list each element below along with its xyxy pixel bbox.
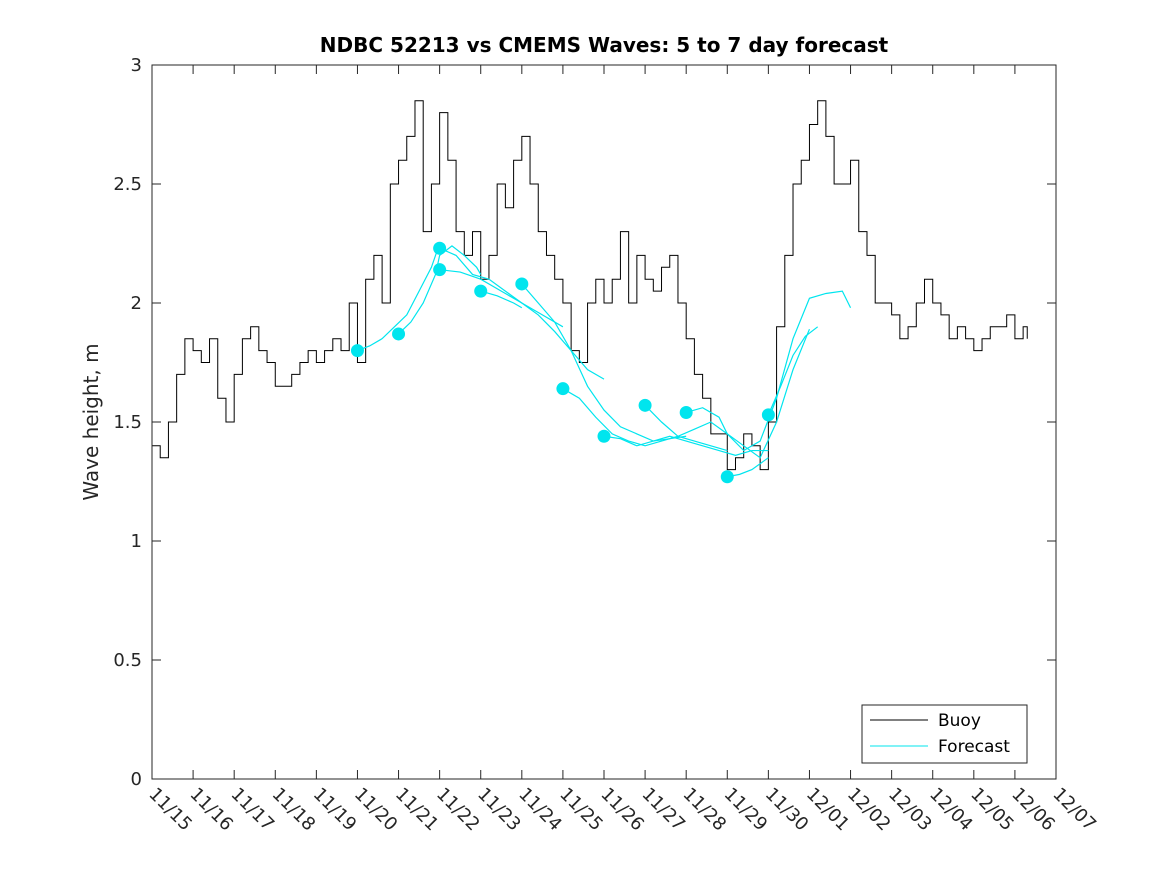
- y-tick-label: 1: [131, 531, 142, 552]
- x-tick-label: 11/27: [638, 784, 690, 836]
- x-tick-label: 11/24: [514, 784, 566, 836]
- y-tick-label: 1.5: [113, 412, 142, 433]
- x-tick-label: 11/22: [432, 784, 484, 836]
- x-tick-label: 12/02: [843, 784, 895, 836]
- y-tick-label: 0.5: [113, 650, 142, 671]
- chart-title: NDBC 52213 vs CMEMS Waves: 5 to 7 day fo…: [320, 33, 889, 57]
- legend-box: [861, 704, 1028, 764]
- forecast-run-line: [603, 435, 769, 456]
- forecast-start-marker: [350, 344, 364, 358]
- x-tick-label: 12/01: [802, 784, 854, 836]
- forecast-run-line: [480, 290, 523, 309]
- y-tick-labels: 0 0.5 1 1.5 2 2.5 3: [113, 55, 142, 790]
- x-tick-label: 11/19: [309, 784, 361, 836]
- forecast-start-marker: [433, 241, 447, 255]
- x-tick-label: 12/04: [925, 784, 977, 836]
- forecast-start-marker: [474, 284, 488, 298]
- forecast-start-marker: [761, 408, 775, 422]
- x-tick-label: 12/03: [884, 784, 936, 836]
- x-tick-label: 11/20: [350, 784, 402, 836]
- legend: Buoy Forecast: [861, 704, 1028, 764]
- x-tick-label: 12/07: [1048, 784, 1100, 836]
- forecast-run-line: [357, 243, 441, 352]
- forecast-run-line: [562, 388, 728, 452]
- x-tick-labels: 11/1511/1611/1711/1811/1911/2011/2111/22…: [144, 784, 1100, 836]
- y-tick-label: 0: [131, 769, 142, 790]
- forecast-start-marker: [679, 405, 693, 419]
- y-tick-label: 3: [131, 55, 142, 76]
- legend-forecast-label: Forecast: [938, 737, 1010, 757]
- y-axis-label: Wave height, m: [79, 343, 103, 500]
- x-tick-label: 12/06: [1007, 784, 1059, 836]
- forecast-run-line: [521, 283, 687, 442]
- forecast-run-line: [398, 245, 482, 335]
- series-layer: [152, 100, 1028, 484]
- forecast-start-marker: [433, 263, 447, 277]
- x-tick-label: 11/15: [144, 784, 196, 836]
- forecast-start-marker: [392, 327, 406, 341]
- x-tick-label: 12/05: [966, 784, 1018, 836]
- buoy-series-line: [152, 100, 1028, 471]
- y-tick-label: 2: [131, 293, 142, 314]
- legend-buoy-label: Buoy: [938, 711, 981, 731]
- x-tick-label: 11/23: [473, 784, 525, 836]
- x-tick-label: 11/18: [268, 784, 320, 836]
- forecast-start-marker: [638, 398, 652, 412]
- x-tick-label: 11/16: [186, 784, 238, 836]
- forecast-start-marker: [597, 429, 611, 443]
- forecast-start-marker: [556, 382, 570, 396]
- forecast-run-line: [439, 269, 564, 328]
- x-tick-label: 11/29: [720, 784, 772, 836]
- x-tick-label: 11/21: [391, 784, 443, 836]
- x-tick-label: 11/26: [596, 784, 648, 836]
- forecast-start-marker: [515, 277, 529, 291]
- x-tick-label: 11/28: [679, 784, 731, 836]
- x-tick-label: 11/30: [761, 784, 813, 836]
- x-tick-label: 11/25: [555, 784, 607, 836]
- x-tick-label: 11/17: [227, 784, 279, 836]
- forecast-run-line: [767, 326, 819, 416]
- ticks-layer: [151, 64, 1057, 780]
- y-tick-label: 2.5: [113, 174, 142, 195]
- forecast-start-marker: [720, 470, 734, 484]
- plot-background: [152, 65, 1056, 779]
